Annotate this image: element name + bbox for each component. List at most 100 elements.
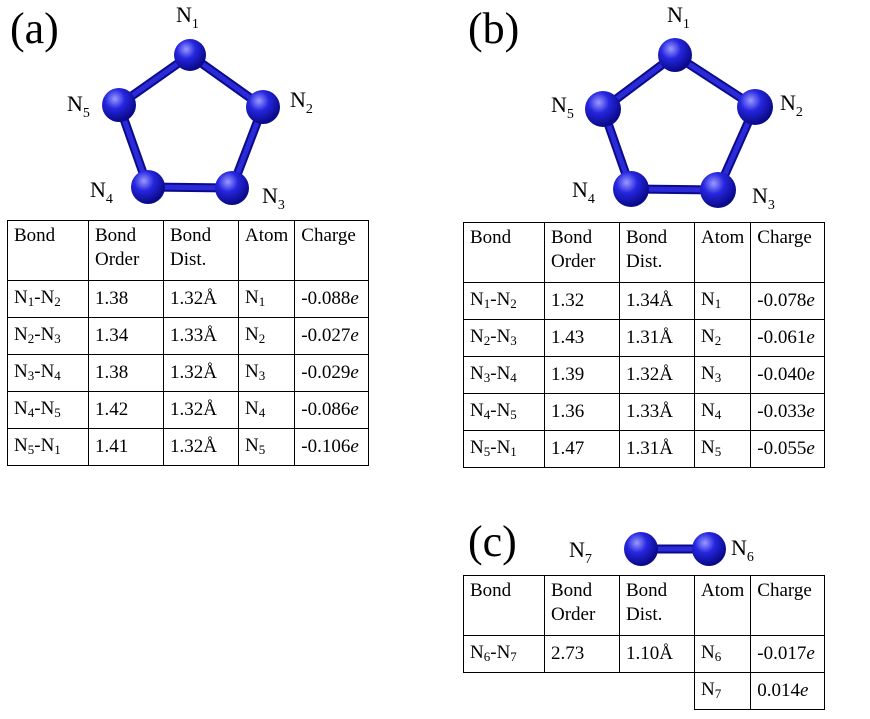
header-bond-order-line2: Order (95, 248, 140, 270)
cell-atom: N3 (693, 356, 752, 394)
table-row: N1-N2 1.38 1.32Å N1 -0.088e (7, 280, 370, 318)
atom-index: 4 (714, 407, 722, 423)
cell-bond-order: 1.42 (88, 391, 164, 429)
header-bond-order-line1: Bond (95, 225, 137, 246)
bond-atom2: N (496, 289, 511, 311)
bond-atom1: N (470, 642, 484, 664)
cell-bond (464, 673, 545, 710)
bond-order-value: 1.38 (95, 287, 129, 309)
charge-unit: e (806, 642, 815, 664)
cell-charge: -0.017e (750, 635, 826, 673)
cell-charge: -0.040e (750, 356, 826, 394)
atom-n3 (700, 172, 736, 208)
charge-unit: e (800, 679, 809, 701)
charge-unit: e (806, 289, 815, 311)
header-bond-dist: Bond Dist. (619, 222, 695, 283)
table-row: N2-N3 1.43 1.31Å N2 -0.061e (463, 319, 826, 357)
bond-atom2: N (40, 287, 55, 309)
atom-symbol: N (701, 326, 715, 348)
cell-charge: 0.014e (750, 672, 826, 710)
cell-atom: N4 (237, 391, 296, 429)
bond-dist-value: 1.31Å (626, 437, 673, 459)
bond-atom2: N (40, 398, 55, 420)
bond-atom1-index: 4 (27, 405, 35, 421)
charge-unit: e (350, 324, 359, 346)
header-bond-dist-line2: Dist. (626, 250, 663, 272)
bond-atom1: N (14, 287, 28, 309)
atom-index: 7 (714, 686, 722, 702)
header-charge: Charge (294, 220, 370, 281)
header-bond-order: Bond Order (544, 575, 620, 636)
cell-bond-order: 1.32 (544, 282, 620, 320)
bond-atom1-index: 4 (483, 407, 491, 423)
header-bond-dist-line2: Dist. (170, 248, 207, 270)
header-charge-label: Charge (757, 227, 812, 248)
table-row: N2-N3 1.34 1.33Å N2 -0.027e (7, 317, 370, 355)
charge-unit: e (806, 400, 815, 422)
atom-label-n5: N5 (67, 91, 90, 121)
cell-bond: N5-N1 (7, 428, 89, 466)
bond-atom1-index: 5 (483, 444, 491, 460)
header-bond: Bond (7, 220, 89, 281)
atom-n5 (585, 91, 621, 127)
cell-charge: -0.033e (750, 393, 826, 431)
bond-atom1-index: 1 (483, 296, 491, 312)
bond-atom2-index: 3 (510, 333, 517, 349)
atom-index: 3 (258, 368, 266, 384)
bond-atom1: N (470, 289, 484, 311)
bond-atom1-index: 3 (483, 370, 491, 386)
charge-value: -0.040 (757, 363, 807, 385)
header-bond-dist: Bond Dist. (619, 575, 695, 636)
cell-atom: N1 (237, 280, 296, 318)
header-bond-label: Bond (470, 580, 512, 601)
cell-bond: N6-N7 (463, 635, 545, 673)
atom-label-n2: N2 (290, 87, 313, 117)
cell-atom: N7 (693, 672, 752, 710)
bond-order-value: 1.47 (551, 437, 585, 459)
charge-unit: e (350, 361, 359, 383)
molecule-b-n5-ring: N1 N2 N3 N4 N5 (551, 2, 803, 213)
atom-n2 (737, 89, 773, 125)
atom-n7 (624, 532, 658, 566)
atom-symbol: N (701, 642, 715, 664)
atom-index: 2 (714, 333, 722, 349)
cell-bond-order: 1.47 (544, 430, 620, 468)
header-charge: Charge (750, 222, 826, 283)
molecule-a-n5-ring: N1 N2 N3 N4 N5 (67, 2, 313, 213)
bond-dist-value: 1.31Å (626, 326, 673, 348)
cell-bond: N2-N3 (463, 319, 545, 357)
atom-symbol: N (701, 437, 715, 459)
cell-bond-order (545, 673, 620, 710)
charge-value: 0.014 (757, 679, 801, 701)
cell-bond: N4-N5 (7, 391, 89, 429)
cell-bond-dist: 1.31Å (619, 430, 695, 468)
header-charge: Charge (750, 575, 826, 636)
bond-order-value: 1.36 (551, 400, 585, 422)
atom-label-n2: N2 (780, 90, 803, 120)
header-bond-dist-line1: Bond (626, 227, 668, 248)
bond-atom2-index: 5 (510, 407, 517, 423)
bond-atom1-index: 6 (483, 649, 491, 665)
cell-atom: N4 (693, 393, 752, 431)
atom-n5 (102, 88, 136, 122)
atom-symbol: N (701, 289, 715, 311)
bond-atom2: N (496, 363, 511, 385)
bond-atom1: N (470, 326, 484, 348)
cell-atom: N1 (693, 282, 752, 320)
bond-atom2-index: 4 (54, 368, 61, 384)
bond-atom1-index: 1 (27, 294, 35, 310)
cell-charge: -0.027e (294, 317, 370, 355)
cell-bond: N3-N4 (7, 354, 89, 392)
header-bond-order-line1: Bond (551, 227, 593, 248)
header-atom-label: Atom (701, 227, 745, 248)
bond-dist-value: 1.32Å (170, 361, 217, 383)
table-row: N5-N1 1.41 1.32Å N5 -0.106e (7, 428, 370, 466)
cell-charge: -0.086e (294, 391, 370, 429)
atom-index: 3 (714, 370, 722, 386)
header-bond-label: Bond (470, 227, 512, 248)
atom-symbol: N (245, 324, 259, 346)
panel-label-c: (c) (468, 517, 517, 566)
header-bond-dist-line2: Dist. (626, 603, 663, 625)
panel-label-a: (a) (10, 4, 59, 53)
cell-atom: N2 (237, 317, 296, 355)
